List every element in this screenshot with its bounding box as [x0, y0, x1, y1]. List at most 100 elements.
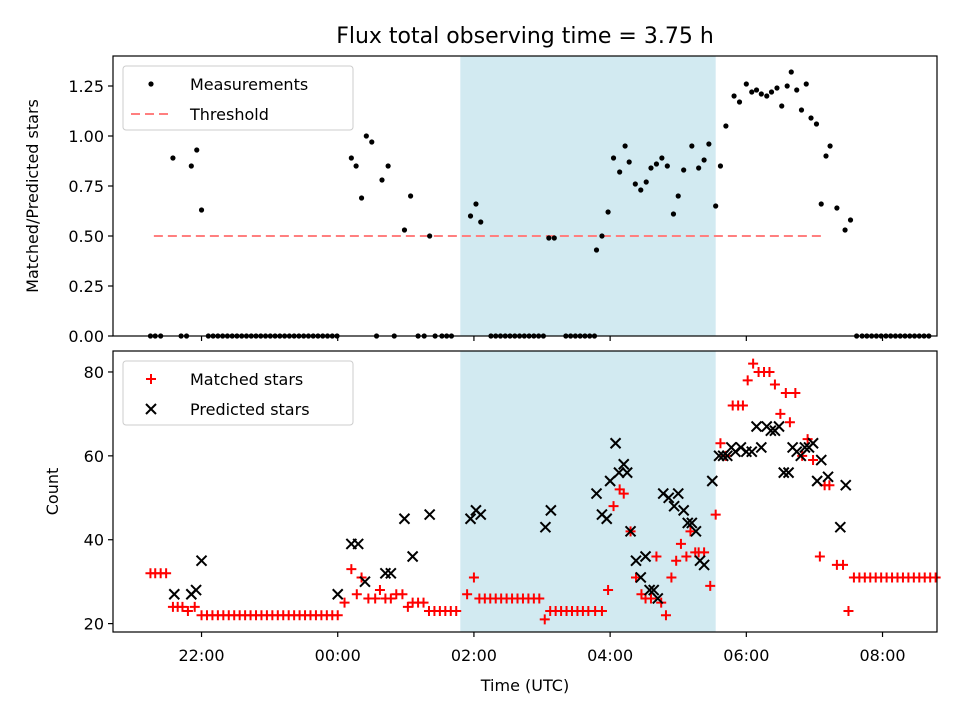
data-point [764, 366, 775, 377]
data-point [723, 123, 729, 129]
data-point [803, 81, 809, 87]
data-point [764, 93, 770, 99]
data-point [351, 589, 362, 600]
data-point [769, 379, 780, 390]
data-point [177, 601, 188, 612]
count-panel: 20 40 60 80 22:00 00:00 02:00 04:00 06:00 08:00 Co… [43, 350, 941, 665]
data-point [599, 233, 605, 239]
data-point [427, 233, 433, 239]
data-point [748, 358, 759, 369]
data-point [689, 143, 695, 149]
y-tick-label: 1.25 [68, 77, 104, 96]
data-point [604, 475, 616, 487]
data-point [632, 181, 638, 187]
data-point [750, 420, 763, 433]
data-point [418, 597, 429, 608]
data-point [731, 93, 737, 99]
data-point [775, 408, 786, 419]
data-point [713, 450, 725, 462]
data-point [407, 193, 414, 199]
data-point [189, 601, 200, 612]
data-point [710, 509, 721, 520]
data-point [784, 83, 790, 89]
data-point [398, 513, 411, 525]
data-point [778, 466, 790, 479]
data-point [779, 103, 785, 109]
data-point [834, 521, 847, 533]
data-point [593, 247, 600, 253]
data-point [621, 466, 633, 479]
data-point [659, 155, 665, 161]
data-point [451, 606, 462, 617]
legend: Measurements Threshold [122, 65, 354, 131]
y-tick-label: 20 [84, 615, 104, 634]
data-point [788, 69, 794, 75]
data-point [782, 466, 795, 479]
plot-frame [112, 350, 938, 633]
data-point [339, 597, 350, 608]
data-point [194, 147, 200, 153]
data-point [551, 235, 557, 241]
data-point [840, 479, 852, 491]
data-point [827, 143, 833, 149]
data-point [608, 501, 619, 512]
data-point [717, 163, 724, 169]
x-tick-label: 02:00 [451, 646, 497, 665]
data-point [705, 580, 716, 591]
data-point [539, 614, 550, 625]
y-tick-label: 1.00 [68, 127, 104, 146]
data-point [610, 155, 617, 161]
data-point [590, 487, 603, 500]
data-point [385, 163, 391, 169]
y-tick-label: 0.25 [68, 277, 104, 296]
data-point [332, 610, 343, 621]
data-point [346, 564, 357, 575]
y-axis-label: Matched/Predicted stars [23, 99, 42, 293]
data-point [671, 555, 682, 566]
data-point [686, 517, 698, 529]
x-axis-label: Time (UTC) [480, 676, 569, 695]
y-tick-label: 60 [84, 447, 104, 466]
y-tick-label: 0.50 [68, 227, 104, 246]
data-point [605, 209, 611, 215]
data-point [677, 504, 690, 517]
data-point [773, 420, 785, 433]
data-point [668, 500, 680, 512]
data-point [639, 550, 652, 563]
data-point [822, 471, 834, 483]
data-point [799, 441, 811, 454]
data-point [765, 424, 777, 437]
data-point [690, 525, 702, 538]
data-point [635, 571, 647, 584]
y-tick-label: 80 [84, 363, 104, 382]
data-point [706, 141, 712, 147]
data-point [713, 203, 719, 209]
data-point [784, 417, 795, 428]
legend-label: Threshold [189, 105, 269, 124]
data-point [161, 568, 172, 579]
x-tick-label: 04:00 [587, 646, 633, 665]
series-matched-stars [145, 358, 941, 625]
data-point [660, 610, 671, 621]
legend-marker [145, 403, 157, 415]
data-point [815, 454, 827, 466]
data-point [468, 572, 479, 583]
data-point [749, 89, 755, 95]
observing-window-span [460, 56, 716, 336]
data-point [706, 475, 718, 487]
data-point [818, 201, 824, 207]
data-point [823, 153, 829, 159]
data-point [811, 475, 823, 487]
data-point [834, 205, 840, 211]
data-point [622, 143, 628, 149]
data-point [847, 217, 854, 223]
data-point [546, 235, 552, 241]
legend-marker [148, 81, 154, 87]
data-point [681, 167, 687, 173]
data-point [603, 585, 614, 596]
data-point [780, 387, 791, 398]
data-point [643, 179, 649, 185]
legend-box [122, 360, 354, 426]
data-point [774, 85, 780, 91]
